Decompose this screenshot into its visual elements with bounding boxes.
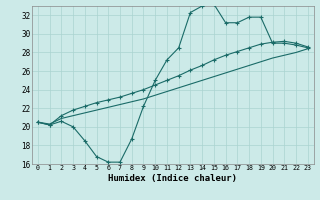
X-axis label: Humidex (Indice chaleur): Humidex (Indice chaleur) [108, 174, 237, 183]
